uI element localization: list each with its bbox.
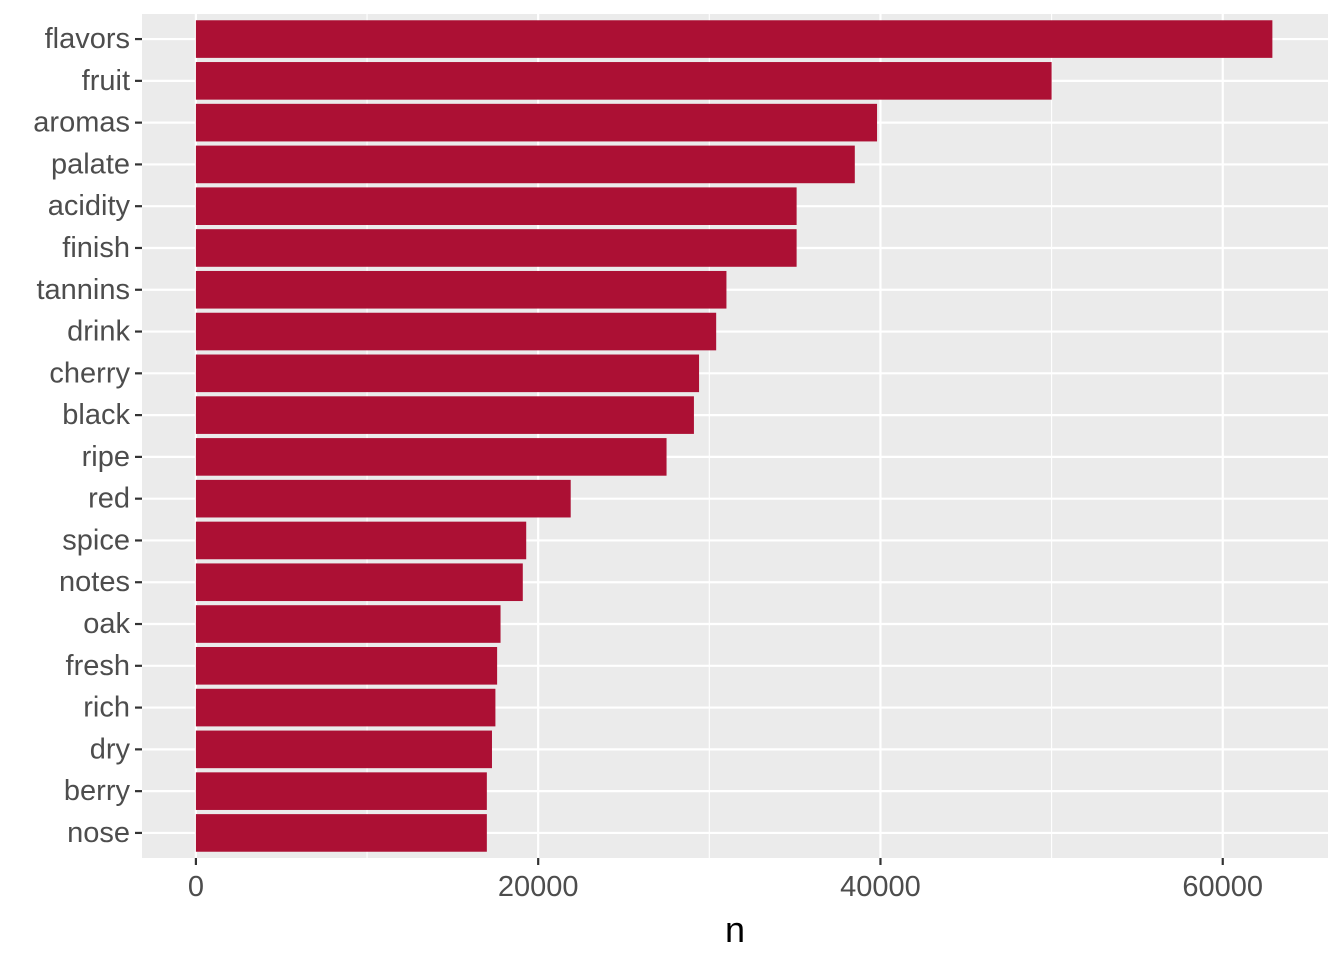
y-tick-label: rich <box>83 692 130 724</box>
y-tick-label: cherry <box>49 357 130 389</box>
y-tick-label: red <box>88 483 130 515</box>
bar-flavors <box>195 20 1273 58</box>
bar-fresh <box>195 647 498 685</box>
x-tick-label: 20000 <box>498 871 579 903</box>
bar-palate <box>195 145 855 184</box>
y-tick-label: nose <box>67 817 130 849</box>
bar-aromas <box>195 103 878 142</box>
bar-fruit <box>195 62 1052 100</box>
y-tick-label: drink <box>67 316 130 348</box>
bar-notes <box>195 563 523 602</box>
y-tick-label: spice <box>62 524 130 556</box>
bar-black <box>195 396 694 434</box>
bar-drink <box>195 312 717 351</box>
y-tick-label: fruit <box>82 65 130 97</box>
y-tick-label: fresh <box>66 650 130 682</box>
y-tick-label: finish <box>62 232 130 264</box>
bar-nose <box>195 814 487 852</box>
y-tick-label: oak <box>83 608 130 640</box>
x-tick-label: 0 <box>188 871 204 903</box>
y-tick-label: acidity <box>48 190 131 222</box>
y-tick-label: tannins <box>36 274 130 306</box>
bar-red <box>195 479 571 518</box>
y-tick-label: palate <box>51 148 130 180</box>
y-tick-label: aromas <box>33 107 130 139</box>
bars <box>195 20 1273 852</box>
y-tick-label: black <box>62 399 130 431</box>
bar-spice <box>195 521 527 560</box>
bar-berry <box>195 772 487 810</box>
bar-rich <box>195 688 496 727</box>
x-axis-title: n <box>725 909 745 950</box>
bar-finish <box>195 229 797 267</box>
y-tick-label: ripe <box>82 441 130 473</box>
x-axis: 0 20000 40000 60000 <box>188 858 1263 903</box>
bar-dry <box>195 730 492 769</box>
y-tick-label: berry <box>64 775 131 807</box>
bar-oak <box>195 605 501 643</box>
bar-tannins <box>195 270 727 309</box>
y-axis: flavors fruit aromas palate acidity finish tan… <box>33 23 142 849</box>
bar-ripe <box>195 438 667 476</box>
bar-cherry <box>195 354 700 393</box>
y-tick-label: dry <box>90 733 131 765</box>
y-tick-label: flavors <box>45 23 130 55</box>
x-tick-label: 40000 <box>840 871 921 903</box>
y-tick-label: notes <box>59 566 130 598</box>
x-tick-label: 60000 <box>1182 871 1263 903</box>
bar-acidity <box>195 187 797 225</box>
